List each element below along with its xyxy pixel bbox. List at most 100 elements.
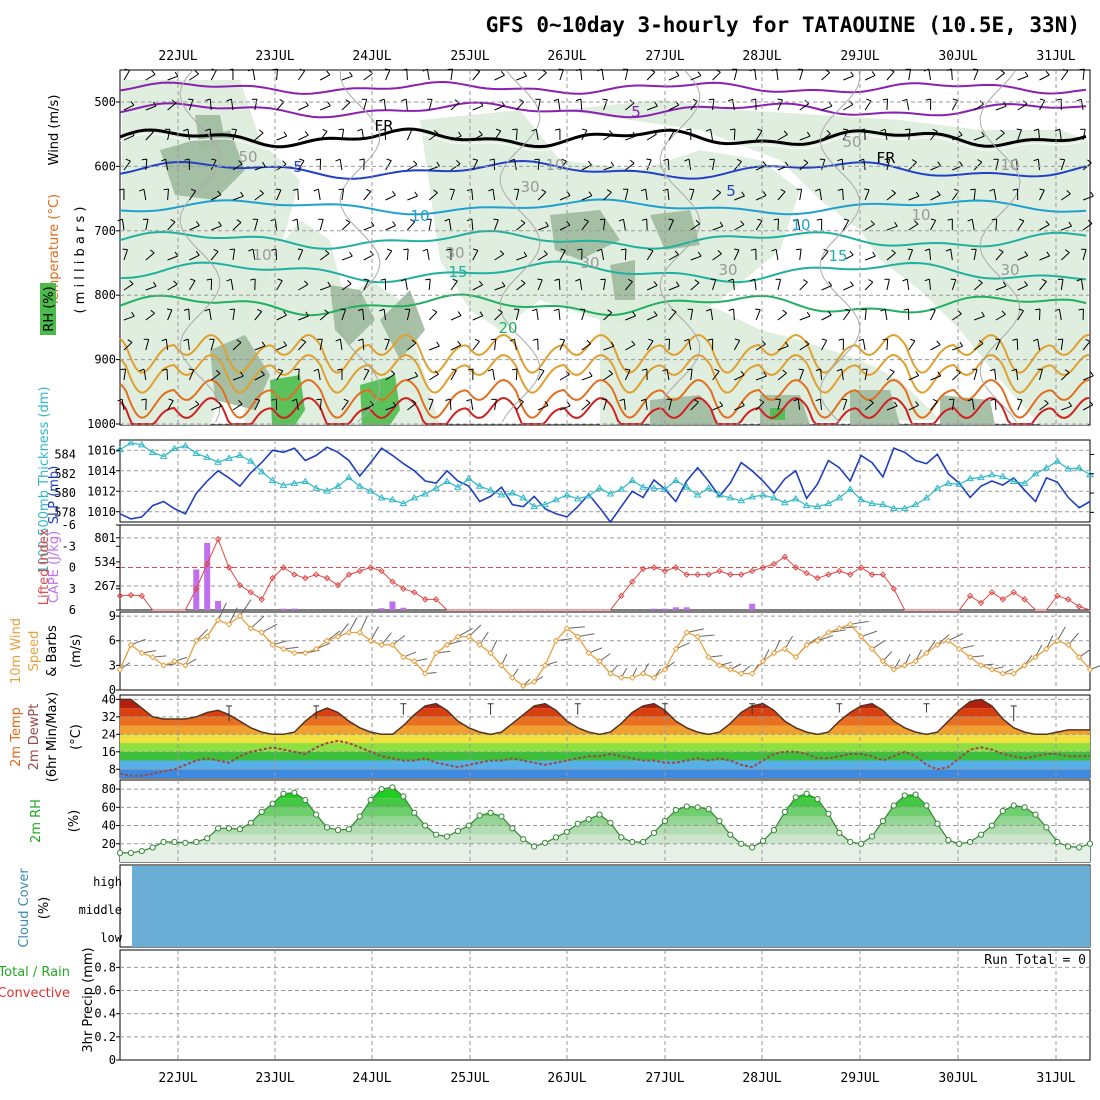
wind-barb bbox=[603, 373, 613, 381]
wind-barb-flag bbox=[386, 158, 392, 162]
wind-barb bbox=[624, 281, 633, 291]
wind10m-speed-point bbox=[138, 649, 146, 657]
wind-barb bbox=[494, 105, 505, 111]
wind-barb-flag bbox=[468, 368, 474, 371]
wind-barb-flag bbox=[1024, 71, 1029, 77]
contour-label: FR bbox=[876, 149, 895, 167]
wind-barb-flag bbox=[981, 311, 985, 317]
wind-barb bbox=[777, 345, 789, 351]
wind-barb bbox=[319, 339, 323, 351]
wind-barb-flag bbox=[902, 278, 908, 282]
wind-barb bbox=[668, 130, 675, 141]
wind10m-speed-point bbox=[1054, 637, 1061, 644]
wind-barb-flag bbox=[411, 399, 417, 404]
wind-barb-flag bbox=[915, 191, 920, 197]
rh2m-point bbox=[345, 826, 352, 833]
wind10m-speed-point bbox=[1086, 666, 1094, 673]
axis-tick-label: 500 bbox=[94, 95, 116, 109]
cape-bar bbox=[378, 608, 385, 610]
wind-barb bbox=[886, 338, 889, 351]
wind-barb-flag bbox=[727, 98, 733, 102]
wind-barb bbox=[1061, 405, 1072, 411]
wind-barb bbox=[1082, 129, 1086, 141]
wind-barb-flag bbox=[576, 248, 583, 251]
wind10m-speed-point bbox=[334, 633, 342, 640]
cloud-level-high: high bbox=[93, 875, 122, 889]
wind10m-speed-point bbox=[792, 653, 799, 661]
wind-barb-flag bbox=[248, 68, 254, 72]
wind-barb-flag bbox=[973, 68, 979, 71]
wind-barb bbox=[581, 130, 588, 141]
wind-barb bbox=[625, 315, 636, 321]
wind-barb-flag bbox=[190, 278, 196, 282]
wind-barb bbox=[864, 189, 870, 201]
thickness-point bbox=[301, 477, 310, 484]
rh2m-point bbox=[149, 844, 156, 851]
wind-barb-flag bbox=[932, 128, 938, 132]
wind-barb-flag bbox=[260, 370, 265, 376]
upper-air-grid bbox=[120, 70, 1090, 425]
wind-barb-flag bbox=[204, 308, 210, 312]
contour-label: 15 bbox=[828, 247, 847, 265]
thickness-point bbox=[748, 492, 757, 500]
wind-barb-flag bbox=[716, 189, 721, 194]
wind-barb bbox=[668, 311, 677, 321]
wind-barb bbox=[254, 132, 264, 141]
rh2m-point bbox=[868, 833, 876, 840]
wind-barb-flag bbox=[541, 189, 547, 193]
wind-barb bbox=[252, 249, 256, 261]
wind-barb bbox=[973, 249, 977, 261]
rh2m-point bbox=[531, 843, 538, 850]
wind-barb bbox=[928, 69, 932, 81]
axis-tick-label: 0.2 bbox=[94, 1030, 116, 1044]
axis-tick-label: 267 bbox=[94, 579, 116, 593]
contour-label: 10 bbox=[252, 246, 271, 264]
wind10m-barb bbox=[261, 623, 278, 633]
lifted-index-point bbox=[225, 564, 233, 571]
wind-barb-flag bbox=[946, 68, 952, 71]
wind10m-series bbox=[116, 612, 1094, 690]
wind-barb bbox=[799, 315, 811, 321]
rh2m-point bbox=[836, 829, 843, 836]
wind10m-barb bbox=[784, 635, 794, 650]
wind-barb-flag bbox=[349, 71, 353, 77]
rh2m-point bbox=[476, 812, 483, 819]
wind-barb bbox=[755, 401, 765, 411]
wind-barb bbox=[864, 223, 875, 231]
wind-barb bbox=[993, 189, 997, 201]
wind-barb bbox=[712, 159, 715, 171]
wind-barb-flag bbox=[684, 338, 689, 342]
lifted-index-point bbox=[836, 567, 843, 575]
wind-barb-flag bbox=[1068, 401, 1073, 407]
wind-barb-flag bbox=[531, 308, 537, 312]
axis-tick-label: 1012 bbox=[87, 484, 116, 498]
wind-barb bbox=[123, 342, 133, 351]
wind-barb-flag bbox=[345, 219, 351, 223]
lifted-index-point bbox=[661, 567, 669, 575]
rh2m-point bbox=[378, 786, 385, 793]
rh2m-point bbox=[814, 796, 821, 803]
wind-barb bbox=[690, 369, 693, 381]
lifted-index-point bbox=[683, 571, 690, 578]
contour-warm bbox=[119, 353, 1090, 394]
wind-barb-flag bbox=[283, 131, 288, 137]
precip-frame bbox=[119, 949, 1091, 1061]
lifted-index-point bbox=[258, 596, 265, 603]
wind-barb-flag bbox=[685, 128, 692, 131]
wind-barb-flag bbox=[301, 338, 307, 343]
wind-barb bbox=[777, 218, 780, 231]
thickness-point bbox=[225, 454, 233, 461]
wind-barb-flag bbox=[1011, 158, 1017, 162]
wind10m-speed-point bbox=[738, 670, 745, 677]
wind-barb bbox=[188, 369, 195, 381]
lifted-index-point bbox=[291, 571, 298, 578]
wind-barb bbox=[515, 368, 518, 381]
wind-barb-flag bbox=[130, 100, 135, 106]
wind-barb bbox=[232, 163, 243, 171]
wind-barb bbox=[188, 190, 197, 201]
thickness-point bbox=[290, 479, 299, 486]
rh2m-point bbox=[454, 827, 461, 835]
wind-barb-flag bbox=[433, 129, 439, 134]
wind-barb bbox=[799, 281, 808, 291]
